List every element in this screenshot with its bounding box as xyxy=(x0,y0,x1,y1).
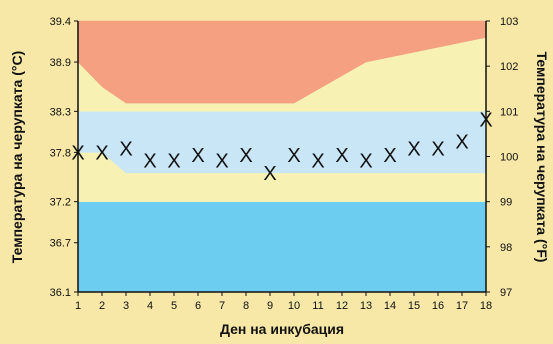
x-tick-label: 12 xyxy=(336,300,348,312)
axes xyxy=(74,20,490,296)
data-point-day-1: X xyxy=(71,142,84,164)
x-tick-label: 2 xyxy=(99,300,105,312)
x-tick-label: 5 xyxy=(171,300,177,312)
data-point-day-4: X xyxy=(143,151,156,173)
y-right-tick-label: 103 xyxy=(500,16,518,28)
x-tick-label: 18 xyxy=(480,300,492,312)
y-left-tick-label: 38.3 xyxy=(50,106,71,118)
x-tick-label: 15 xyxy=(408,300,420,312)
data-point-day-13: X xyxy=(359,151,372,173)
x-tick-label: 1 xyxy=(75,300,81,312)
data-point-day-9: X xyxy=(263,163,276,185)
y-right-tick-label: 100 xyxy=(500,152,518,164)
data-point-day-18: X xyxy=(479,110,492,132)
zone-too-cold xyxy=(77,201,487,293)
data-point-day-12: X xyxy=(335,145,348,167)
y-axis-title-left: Температура на черупката (°C) xyxy=(9,51,25,263)
x-tick-label: 6 xyxy=(195,300,201,312)
y-left-tick-label: 36.1 xyxy=(50,287,71,299)
y-right-tick-label: 98 xyxy=(500,242,512,254)
x-tick-label: 4 xyxy=(147,300,153,312)
data-point-day-7: X xyxy=(215,151,228,173)
y-axis-title-right: Температура на черупката (°F) xyxy=(534,52,550,263)
x-tick-label: 3 xyxy=(123,300,129,312)
x-tick-label: 8 xyxy=(243,300,249,312)
y-right-tick-label: 99 xyxy=(500,197,512,209)
data-point-day-2: X xyxy=(95,142,108,164)
tick-labels: 1 2 3 4 5 6 7 8 9 10 11 12 13 14 15 16 17 1836.136.737.23… xyxy=(50,16,519,312)
y-right-tick-label: 101 xyxy=(500,106,518,118)
temperature-zones xyxy=(77,20,487,293)
data-point-day-10: X xyxy=(287,145,300,167)
data-point-day-16: X xyxy=(431,138,444,160)
data-point-day-5: X xyxy=(167,151,180,173)
x-tick-label: 11 xyxy=(312,300,323,312)
x-tick-label: 16 xyxy=(432,300,444,312)
y-left-tick-label: 37.2 xyxy=(50,197,71,209)
data-point-day-11: X xyxy=(311,151,324,173)
zone-optimal xyxy=(77,111,487,174)
y-left-tick-label: 36.7 xyxy=(50,238,71,250)
data-point-day-15: X xyxy=(407,138,420,160)
zone-too-hot xyxy=(77,20,487,104)
x-tick-label: 7 xyxy=(219,300,225,312)
data-point-day-6: X xyxy=(191,145,204,167)
x-tick-label: 13 xyxy=(360,300,372,312)
data-points: X X XX X X X XXX X X X X X X XX xyxy=(71,110,492,185)
y-left-tick-label: 39.4 xyxy=(50,16,71,28)
data-point-day-14: X xyxy=(383,145,396,167)
data-point-day-17: X xyxy=(455,132,468,154)
y-right-tick-label: 102 xyxy=(500,61,518,73)
y-right-tick-label: 97 xyxy=(500,287,512,299)
x-axis-title: Ден на инкубация xyxy=(220,321,344,337)
x-tick-label: 14 xyxy=(384,300,396,312)
x-tick-label: 17 xyxy=(456,300,468,312)
data-point-day-3: X xyxy=(119,138,132,160)
y-left-tick-label: 37.8 xyxy=(50,147,71,159)
data-point-day-8: X xyxy=(239,145,252,167)
y-left-tick-label: 38.9 xyxy=(50,57,71,69)
x-tick-label: 9 xyxy=(267,300,273,312)
x-tick-label: 10 xyxy=(288,300,300,312)
